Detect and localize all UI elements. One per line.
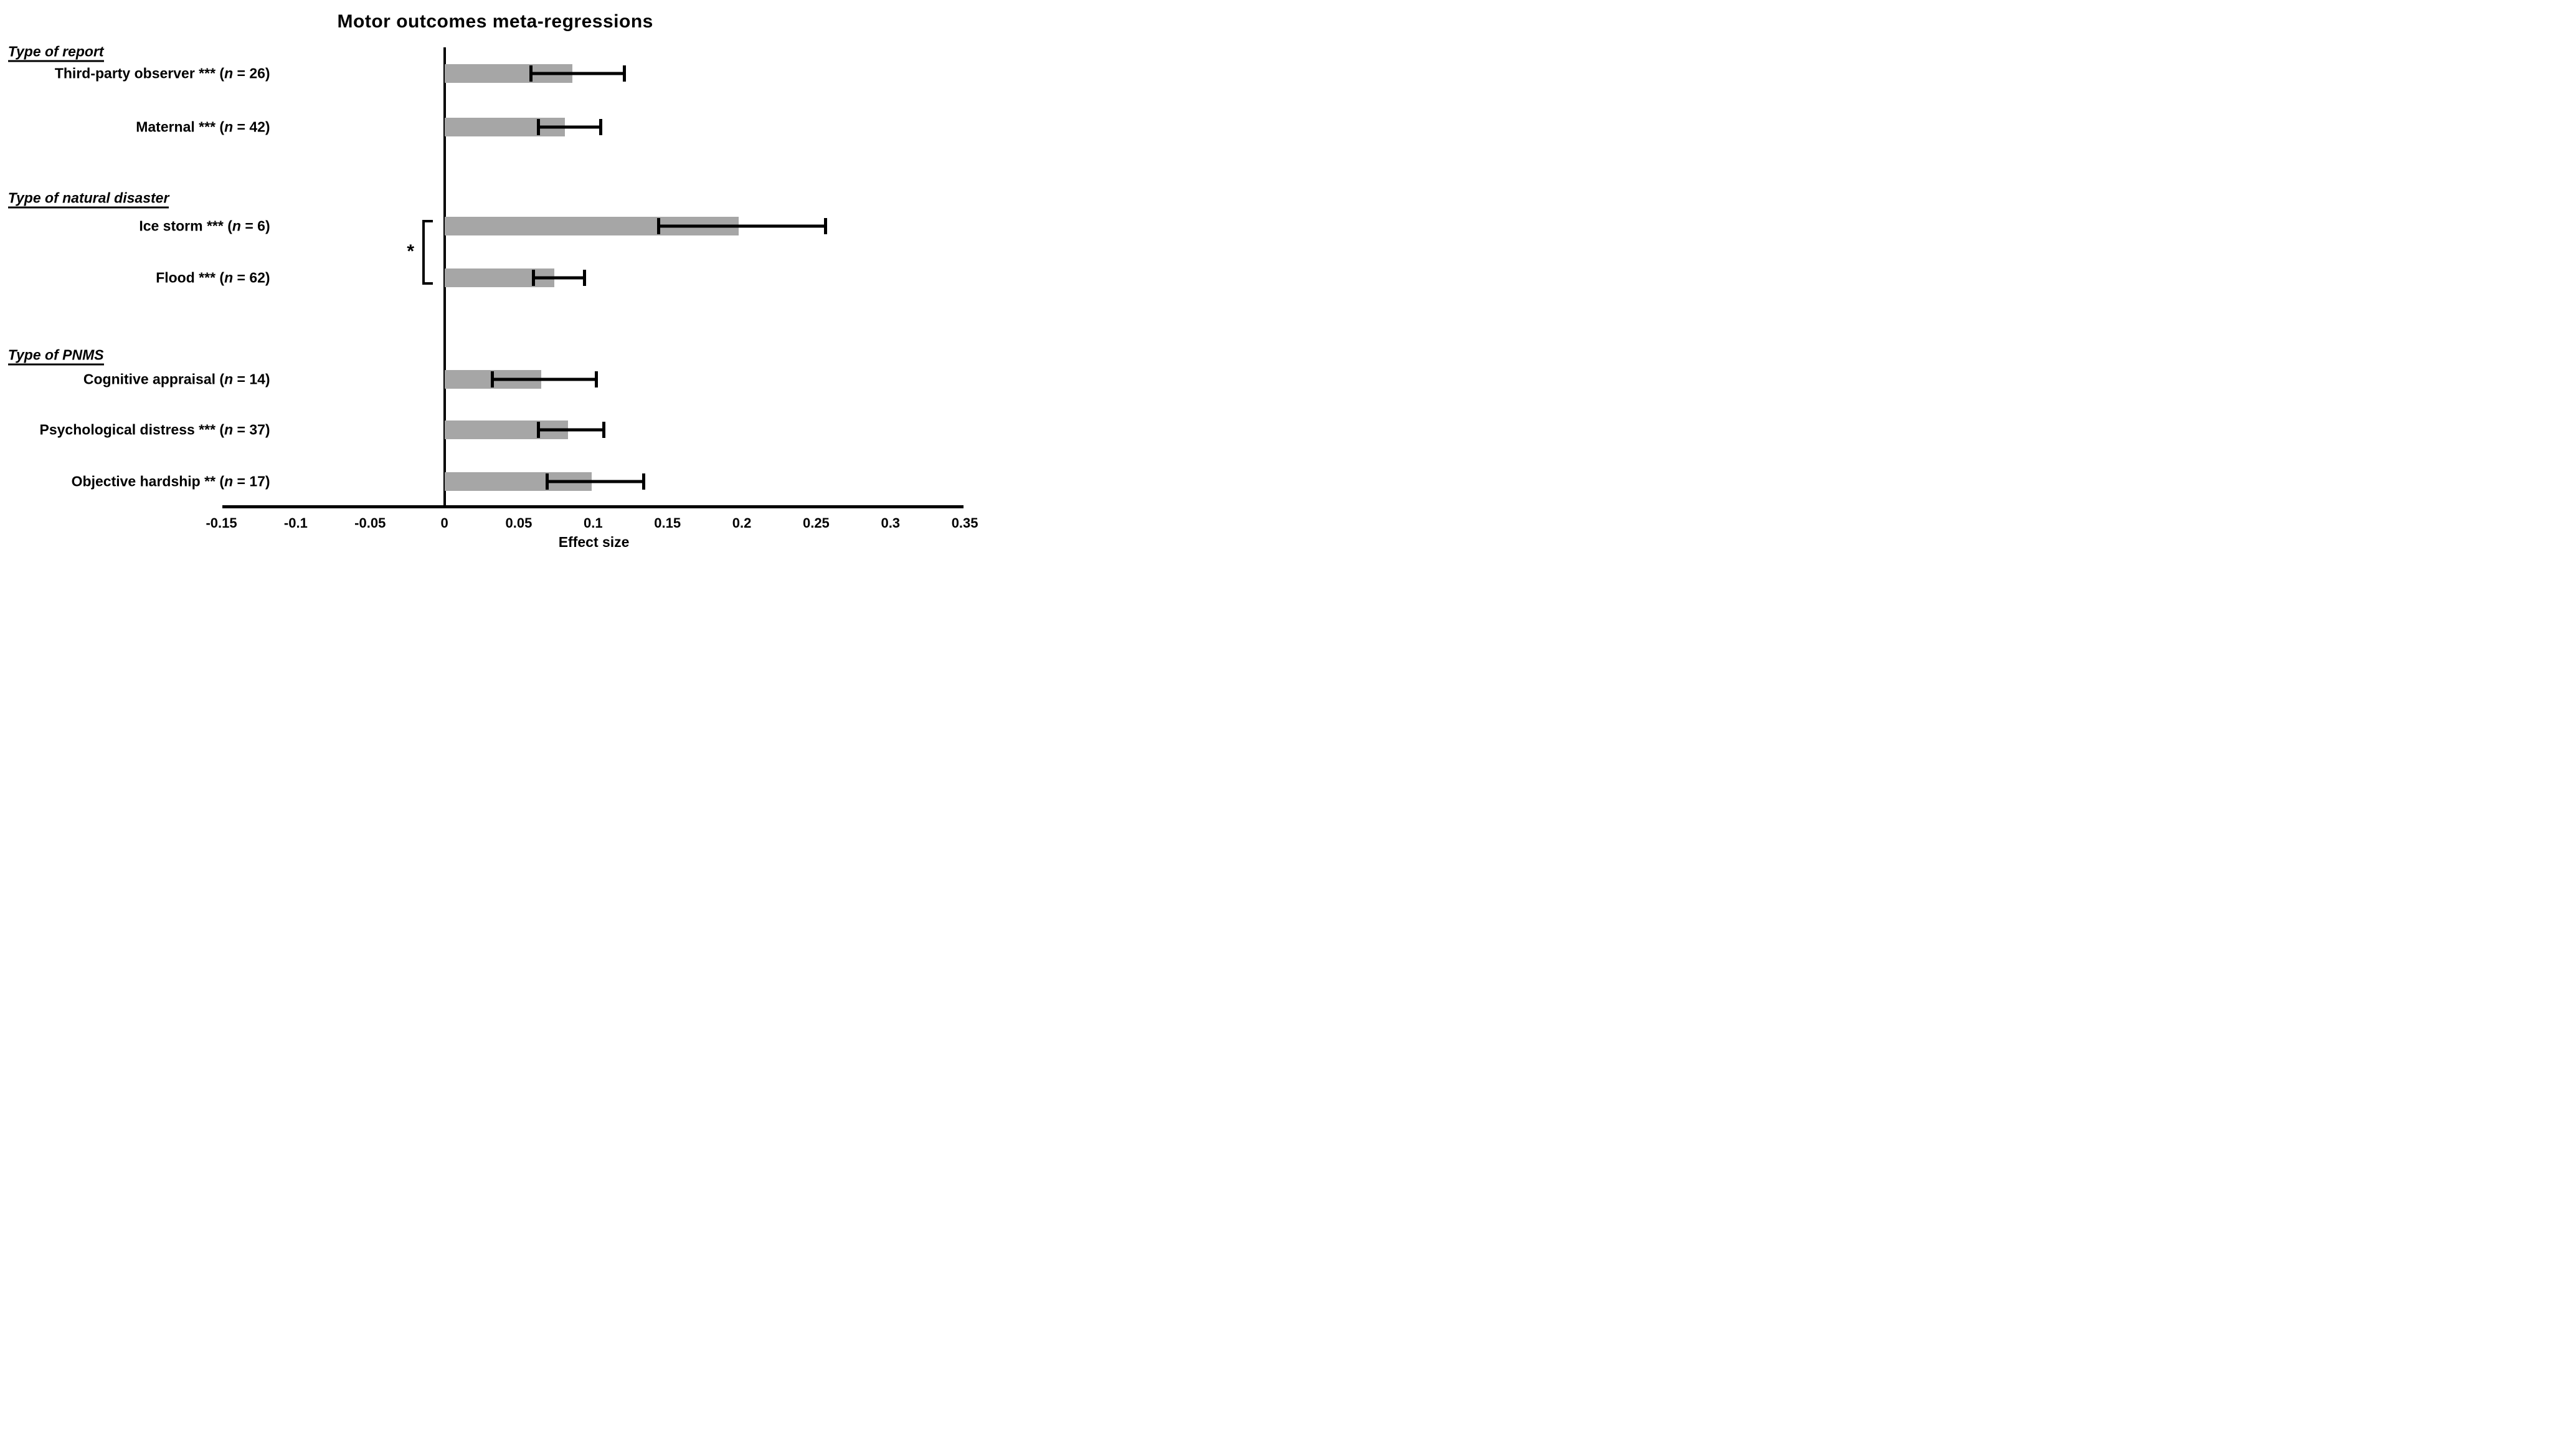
category-label: Maternal *** (n = 42) [136,118,270,135]
x-tick-label: 0.15 [654,515,681,531]
chart-title: Motor outcomes meta-regressions [337,11,653,32]
category-label: Third-party observer *** (n = 26) [54,65,270,82]
section-header-type-of-pnms: Type of PNMS [7,346,104,366]
x-tick-label: 0 [440,515,448,531]
x-tick-label: 0.05 [505,515,533,531]
category-label: Objective hardship ** (n = 17) [71,473,270,490]
error-bar [536,119,603,136]
x-tick-label: 0.25 [802,515,830,531]
category-label: Cognitive appraisal (n = 14) [83,371,270,387]
error-bar [545,473,646,490]
category-label: Ice storm *** (n = 6) [139,217,270,234]
x-tick-label: 0.3 [881,515,901,531]
x-tick-label: 0.1 [584,515,603,531]
x-axis-title: Effect size [558,533,630,550]
error-bar [536,422,605,439]
x-tick-label: -0.15 [206,515,237,531]
error-bar [529,65,627,82]
section-header-type-of-natural-disaster: Type of natural disaster [7,189,169,209]
significance-bracket [422,219,433,285]
x-tick-label: 0.35 [951,515,978,531]
category-label: Flood *** (n = 62) [156,269,270,285]
error-bar [532,269,586,286]
category-label: Psychological distress *** (n = 37) [39,421,270,438]
x-tick-label: 0.2 [732,515,752,531]
x-tick-label: -0.05 [354,515,386,531]
error-bar [656,217,827,234]
x-axis-line [222,505,964,508]
error-bar [490,371,598,388]
meta-regression-bar-chart: Motor outcomes meta-regressions Type of … [0,0,997,561]
section-header-type-of-report: Type of report [7,43,104,62]
x-tick-label: -0.1 [283,515,308,531]
significance-asterisk: * [407,241,415,262]
